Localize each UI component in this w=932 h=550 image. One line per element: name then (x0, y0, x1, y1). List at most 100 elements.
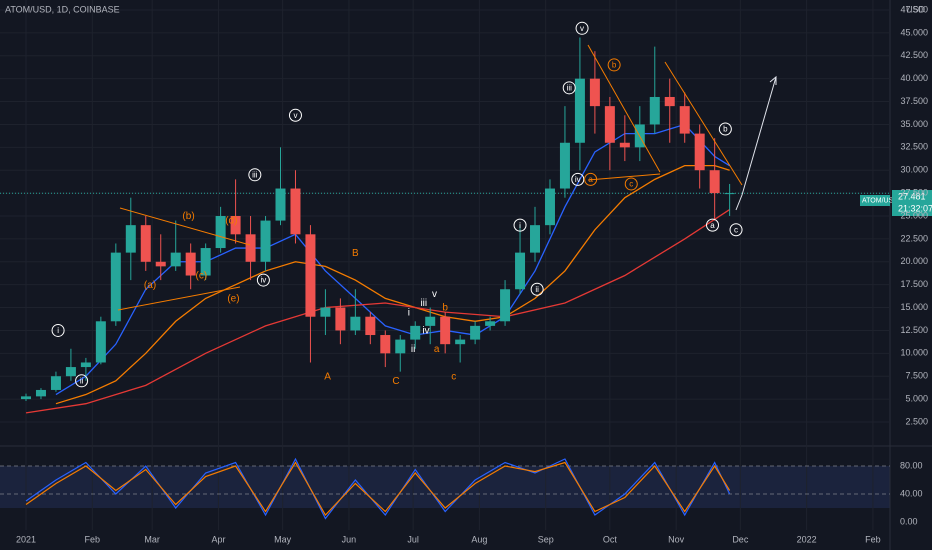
annotation: i (57, 326, 59, 335)
x-tick-label: Aug (471, 534, 487, 544)
candle-body (724, 193, 735, 195)
y-tick-label: 47.500 (900, 4, 928, 14)
annotation-circle (248, 168, 262, 182)
moving-average (25, 209, 730, 414)
last-price-label: 27.481 (898, 191, 926, 201)
y-tick-label: 32.500 (900, 142, 928, 152)
annotation: b (612, 61, 617, 70)
annotation: b (723, 125, 728, 134)
trendline (117, 286, 241, 311)
oscillator (25, 457, 731, 520)
y-tick-label: 22.500 (900, 233, 928, 243)
candle-body (155, 261, 166, 267)
candle-body (260, 220, 271, 262)
oscillator-line (25, 461, 731, 516)
annotation-circle (513, 218, 527, 232)
osc-tick-label: 0.00 (900, 516, 918, 526)
annotation: ii (535, 285, 539, 294)
annotation: v (580, 24, 584, 33)
candle-body (425, 316, 436, 326)
candle-body (500, 289, 511, 322)
oscillator-line (25, 457, 731, 520)
candle-body (455, 339, 466, 345)
currency-label: USD (906, 4, 926, 14)
candle-body (245, 234, 256, 262)
annotations: iiiiiiivv(a)(b)(c)(d)(e)ABCiiiiiiivvabci… (51, 21, 743, 388)
y-tick-label: 7.500 (905, 371, 928, 381)
osc-tick-label: 80.00 (900, 460, 923, 470)
candle-body (21, 396, 31, 400)
annotation: (e) (227, 294, 239, 305)
annotation-circle (530, 282, 544, 296)
candle-body (679, 106, 690, 134)
annotation: i (519, 221, 521, 230)
y-tick-label: 27.500 (900, 187, 928, 197)
x-tick-label: Nov (668, 534, 685, 544)
annotation: ii (411, 344, 415, 355)
annotation-circle (256, 273, 270, 287)
annotation: iii (252, 170, 258, 179)
candle-body (589, 78, 600, 107)
annotation: B (352, 248, 359, 259)
osc-tick-label: 40.00 (900, 488, 923, 498)
annotation: v (432, 289, 437, 300)
y-tick-label: 35.000 (900, 119, 928, 129)
candle-body (470, 325, 481, 340)
y-tick-label: 37.500 (900, 96, 928, 106)
annotation: (d) (225, 216, 237, 227)
annotation-circle (51, 323, 65, 337)
candle-body (380, 335, 391, 354)
annotation-circle (624, 177, 638, 191)
candle-body (559, 142, 570, 189)
candle-body (365, 316, 376, 336)
oscillator-band (0, 466, 890, 508)
x-tick-label: Oct (603, 534, 618, 544)
candle-body (485, 321, 496, 326)
price-box (892, 190, 932, 216)
chart-title: ATOM/USD, 1D, COINBASE (5, 4, 120, 14)
candle-body (395, 339, 406, 354)
annotation: (b) (182, 211, 194, 222)
candle-body (619, 142, 630, 148)
candle-body (95, 321, 106, 363)
candle-body (230, 216, 241, 235)
annotation: ii (80, 376, 84, 385)
countdown: 21:32:07 (898, 203, 932, 213)
moving-average (55, 123, 730, 396)
annotation: (c) (196, 271, 208, 282)
candle-body (574, 78, 585, 143)
candle-body (515, 252, 526, 290)
x-tick-label: Jun (342, 534, 357, 544)
annotation: C (392, 376, 399, 387)
trendline (664, 61, 743, 186)
y-tick-label: 2.500 (905, 416, 928, 426)
annotation: a (710, 221, 715, 230)
x-tick-label: May (274, 534, 292, 544)
candle-body (694, 133, 705, 171)
arrow-line (735, 76, 777, 211)
annotation-circle (571, 172, 585, 186)
candle-body (335, 307, 346, 331)
annotation: (a) (144, 280, 156, 291)
annotation-circle (718, 122, 732, 136)
annotation: c (629, 180, 633, 189)
x-tick-label: Feb (865, 534, 881, 544)
candle-body (530, 225, 541, 253)
annotation: iv (422, 326, 429, 337)
projection-arrow (735, 75, 777, 211)
annotation-circle (584, 172, 598, 186)
candles (21, 37, 735, 401)
x-tick-label: Feb (85, 534, 101, 544)
trendlines (117, 44, 743, 311)
annotation: c (734, 225, 738, 234)
candle-body (35, 389, 46, 397)
annotation-circle (607, 58, 621, 72)
candle-body (664, 96, 675, 107)
y-tick-label: 17.500 (900, 279, 928, 289)
y-tick-label: 10.000 (900, 348, 928, 358)
candle-body (125, 225, 136, 253)
x-tick-label: 2021 (16, 534, 36, 544)
annotation-circle (562, 81, 576, 95)
